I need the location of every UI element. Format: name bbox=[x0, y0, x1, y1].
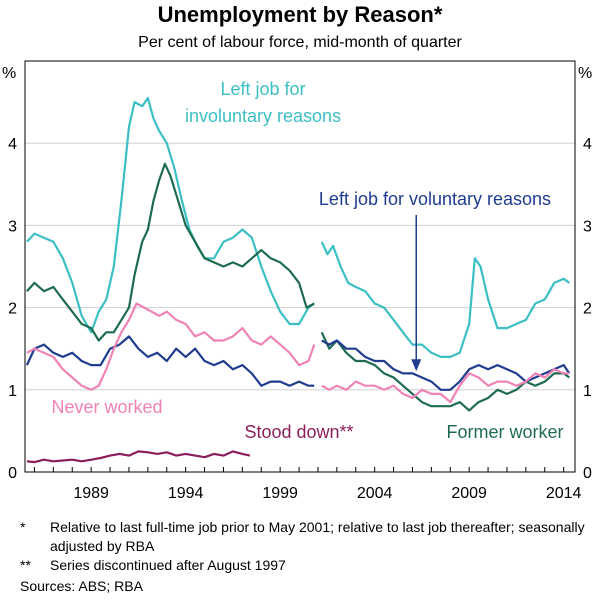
series-line-left-job-for-voluntary-reasons-1 bbox=[25, 335, 315, 387]
y-unit-right: % bbox=[578, 65, 592, 82]
y-tick-label-left-4: 4 bbox=[8, 136, 17, 153]
annotation-arrow-head bbox=[411, 359, 422, 372]
footnote-2: ** Series discontinued after August 1997 bbox=[20, 556, 590, 575]
footnote-1: * Relative to last full-time job prior t… bbox=[20, 518, 590, 556]
series-line-stood-down-1 bbox=[26, 450, 251, 464]
y-tick-label-right-1: 1 bbox=[583, 383, 592, 400]
y-tick-label-left-1: 1 bbox=[8, 383, 17, 400]
series-label-never-worked: Never worked bbox=[51, 397, 162, 417]
y-tick-label-right-0: 0 bbox=[583, 465, 592, 482]
y-tick-label-left-2: 2 bbox=[8, 301, 17, 318]
x-tick-label-1999: 1999 bbox=[262, 485, 298, 502]
plot-frame bbox=[24, 60, 576, 473]
series-line-never-worked-2 bbox=[321, 368, 570, 404]
footnote-1-text: Relative to last full-time job prior to … bbox=[50, 519, 585, 554]
series-line-never-worked-1 bbox=[26, 302, 316, 391]
gridlines bbox=[25, 142, 575, 391]
series-line-former-worker-1 bbox=[26, 162, 315, 342]
series-label-left-job-for-involuntary-reasons-line-1: Left job for bbox=[220, 79, 305, 99]
series-line-former-worker-2 bbox=[320, 331, 570, 412]
series-label-left-job-for-voluntary-reasons: Left job for voluntary reasons bbox=[319, 189, 551, 209]
footnote-2-text: Series discontinued after August 1997 bbox=[50, 557, 286, 573]
chart-subtitle: Per cent of labour force, mid-month of q… bbox=[138, 34, 462, 51]
x-tick-label-2004: 2004 bbox=[357, 485, 393, 502]
chart-canvas: 0 0 1 1 2 2 3 3 4 4% % 1989 1994 1999 2004 2009 2014 Lef… bbox=[2, 60, 592, 502]
y-tick-label-left-0: 0 bbox=[8, 465, 17, 482]
footnote-2-mark: ** bbox=[20, 557, 31, 573]
axis-labels: 0 0 1 1 2 2 3 3 4 4% % 1989 1994 1999 2004 2009 2014 bbox=[2, 65, 592, 502]
series-label-former-worker: Former worker bbox=[446, 422, 563, 442]
x-tick-label-1989: 1989 bbox=[73, 485, 109, 502]
series-label-left-job-for-involuntary-reasons-line-2: involuntary reasons bbox=[185, 106, 341, 126]
footnote-1-mark: * bbox=[20, 519, 26, 535]
y-tick-label-left-3: 3 bbox=[8, 218, 17, 235]
footnotes: * Relative to last full-time job prior t… bbox=[20, 518, 590, 596]
chart-title: Unemployment by Reason* bbox=[157, 2, 443, 27]
x-tick-label-2014: 2014 bbox=[546, 485, 582, 502]
sources: Sources: ABS; RBA bbox=[20, 578, 143, 594]
series-label-stood-down: Stood down** bbox=[244, 422, 353, 442]
series-line-left-job-for-involuntary-reasons-1 bbox=[26, 96, 315, 334]
x-tick-label-2009: 2009 bbox=[451, 485, 487, 502]
y-unit-left: % bbox=[2, 65, 16, 82]
series-line-left-job-for-voluntary-reasons-2 bbox=[321, 339, 571, 391]
series-line-left-job-for-involuntary-reasons-2 bbox=[320, 241, 570, 358]
axis-ticks bbox=[33, 467, 565, 472]
y-tick-label-right-3: 3 bbox=[583, 218, 592, 235]
y-tick-label-right-2: 2 bbox=[583, 301, 592, 318]
series-lines bbox=[25, 96, 571, 464]
y-tick-label-right-4: 4 bbox=[583, 136, 592, 153]
series-labels: Left job for involuntary reasons Former wo… bbox=[51, 79, 563, 442]
x-tick-label-1994: 1994 bbox=[168, 485, 204, 502]
